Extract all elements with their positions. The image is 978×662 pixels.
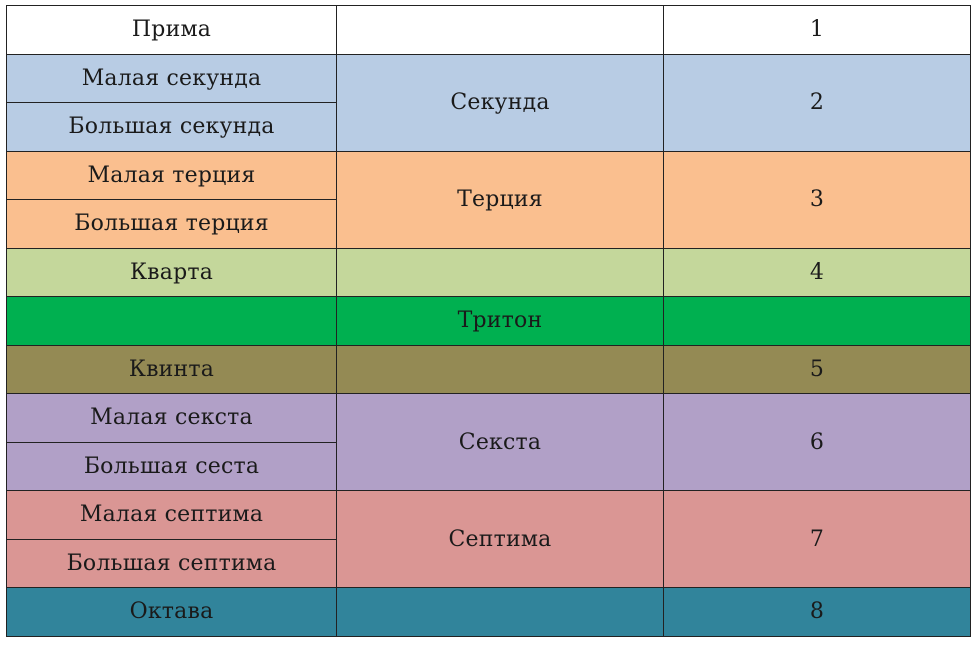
interval-name-cell: Кварта	[6, 247, 337, 297]
interval-name-cell: Большая сеста	[6, 441, 337, 491]
step-number-cell: 6	[663, 393, 971, 491]
interval-name-cell	[6, 296, 337, 346]
table-row: Малая терция Терция 3	[6, 150, 971, 249]
interval-group-cell	[336, 587, 664, 637]
step-number-cell: 2	[663, 53, 971, 152]
table-row: Большая септима	[6, 538, 971, 588]
interval-name-cell: Большая септима	[6, 538, 337, 588]
interval-name-cell: Прима	[6, 5, 337, 55]
interval-group-cell: Септима	[336, 490, 664, 588]
interval-group-cell: Секунда	[336, 53, 664, 152]
table-row: Малая септима Септима 7	[6, 490, 971, 588]
interval-group-cell	[336, 247, 664, 297]
table-row: Прима 1	[6, 5, 971, 55]
step-number-cell: 1	[663, 5, 971, 55]
step-number-cell: 7	[663, 490, 971, 588]
interval-group-cell: Тритон	[336, 296, 664, 346]
intervals-table: Прима 1 Малая секунда Секунда 2 Большая секун…	[6, 5, 971, 637]
interval-name-cell: Большая секунда	[6, 102, 337, 152]
table-row: Квинта 5	[6, 344, 971, 394]
table-row: Малая секунда Секунда 2	[6, 53, 971, 152]
table-row: Малая секста Секста 6	[6, 393, 971, 491]
step-number-cell: 8	[663, 587, 971, 637]
interval-group-cell	[336, 344, 664, 394]
step-number-cell: 3	[663, 150, 971, 249]
interval-name-cell: Большая терция	[6, 199, 337, 249]
table-row: Большая терция	[6, 199, 971, 249]
interval-name-cell: Октава	[6, 587, 337, 637]
table-row: Тритон	[6, 296, 971, 346]
table-row: Октава 8	[6, 587, 971, 637]
step-number-cell: 4	[663, 247, 971, 297]
interval-group-cell	[336, 5, 664, 55]
interval-name-cell: Малая терция	[6, 150, 337, 200]
interval-name-cell: Квинта	[6, 344, 337, 394]
table-row: Кварта 4	[6, 247, 971, 297]
table-row: Большая секунда	[6, 102, 971, 152]
interval-name-cell: Малая секста	[6, 393, 337, 443]
step-number-cell: 5	[663, 344, 971, 394]
step-number-cell	[663, 296, 971, 346]
interval-name-cell: Малая секунда	[6, 53, 337, 103]
interval-group-cell: Секста	[336, 393, 664, 491]
interval-group-cell: Терция	[336, 150, 664, 249]
interval-name-cell: Малая септима	[6, 490, 337, 540]
intervals-table-body: Прима 1 Малая секунда Секунда 2 Большая секун…	[6, 5, 971, 637]
